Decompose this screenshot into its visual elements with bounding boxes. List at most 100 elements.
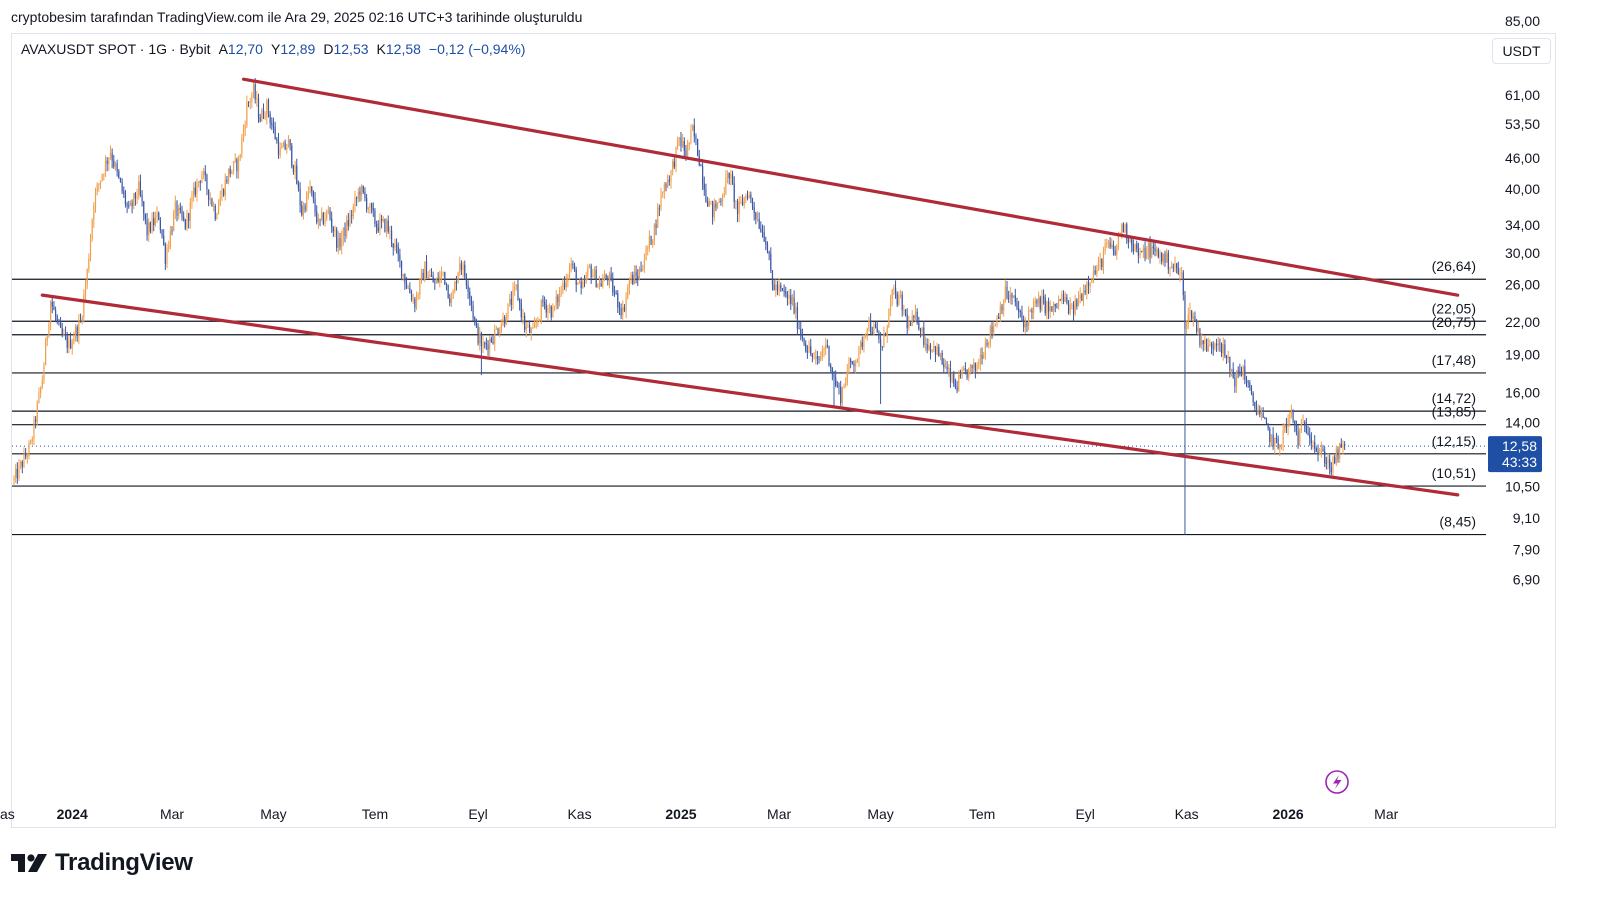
tradingview-logo[interactable]: TradingView (11, 849, 193, 877)
candle (1304, 420, 1306, 433)
candle-body (627, 287, 629, 298)
candle-body (913, 316, 915, 318)
candle-body (969, 364, 971, 368)
candle-body (26, 456, 28, 457)
candle (539, 318, 541, 322)
candle (886, 324, 888, 344)
channel-lower-line[interactable] (40, 293, 1460, 497)
candle (479, 327, 481, 351)
candle-body (1245, 379, 1248, 383)
candle-body (296, 165, 298, 184)
candle-body (119, 177, 122, 182)
candle (251, 92, 253, 109)
candle-body (108, 157, 110, 164)
candle (1335, 445, 1337, 466)
candle-body (821, 350, 823, 357)
candle-body (718, 200, 720, 203)
candle-body (362, 185, 364, 192)
candle-body (535, 323, 537, 325)
candle-body (294, 165, 296, 173)
candle-body (949, 368, 952, 382)
candle-body (830, 365, 832, 369)
lightning-event-icon[interactable] (1325, 770, 1349, 794)
candle-body (1310, 437, 1312, 444)
candle-body (317, 218, 319, 223)
candle-body (1217, 343, 1219, 346)
candle (449, 293, 451, 307)
candle (1076, 298, 1078, 310)
candle-body (18, 464, 20, 479)
candle-body (1237, 370, 1239, 372)
candle (677, 136, 679, 151)
candle-body (174, 201, 176, 213)
candle-body (1092, 270, 1095, 280)
candle-body (277, 140, 280, 155)
candle-body (35, 419, 37, 422)
candle (690, 124, 692, 145)
candle-body (1159, 252, 1161, 258)
candle-body (976, 364, 978, 371)
candle-body (143, 201, 145, 214)
candle (675, 146, 677, 173)
candle-body (973, 362, 975, 369)
symbol-title[interactable]: AVAXUSDT SPOT · 1G · Bybit (21, 41, 211, 57)
candle-body (63, 333, 65, 335)
candle-body (366, 197, 368, 210)
candle (542, 295, 544, 307)
candle-body (1272, 434, 1274, 447)
candle-body (331, 218, 333, 228)
candle (1207, 337, 1209, 352)
candle (346, 215, 348, 239)
candle-body (929, 345, 932, 352)
candle (1018, 300, 1020, 319)
candle-body (389, 230, 391, 232)
candle-body (597, 283, 599, 288)
candle (327, 205, 329, 215)
candle-body (462, 264, 464, 270)
candle-body (321, 213, 323, 220)
candle-body (21, 461, 23, 468)
candle-body (334, 229, 336, 232)
candle (994, 323, 996, 327)
candle-body (530, 328, 532, 333)
candle (798, 321, 800, 330)
candle (1200, 333, 1203, 349)
candle (597, 283, 599, 289)
candle (475, 318, 477, 329)
candle-body (1312, 442, 1314, 444)
candle (766, 241, 769, 254)
candle (562, 278, 564, 295)
candle-body (1099, 259, 1101, 263)
candle-body (843, 385, 845, 388)
candle-body (297, 183, 300, 189)
candle (450, 292, 453, 307)
currency-button[interactable]: USDT (1492, 38, 1551, 64)
candle-body (45, 340, 47, 366)
candle-body (645, 247, 647, 261)
candle-body (695, 136, 697, 140)
channel-upper-line[interactable] (241, 77, 1460, 297)
candle (934, 345, 937, 363)
candle (18, 458, 20, 481)
candle-body (435, 278, 438, 284)
candle (236, 157, 238, 179)
candle (183, 211, 185, 222)
candle (731, 170, 734, 185)
candle (464, 260, 466, 279)
candle-body (410, 293, 413, 300)
candle (129, 200, 132, 206)
candle-body (1269, 428, 1271, 442)
candle-body (928, 345, 930, 350)
candle-body (1071, 304, 1073, 306)
candle-body (783, 290, 785, 292)
candle (21, 460, 23, 474)
candle-body (291, 145, 293, 166)
candle-body (537, 320, 539, 324)
candle-body (314, 198, 316, 212)
candle-body (1162, 253, 1164, 262)
candle-body (1242, 366, 1244, 376)
candle (179, 202, 181, 214)
candle (206, 173, 208, 196)
candle (219, 190, 221, 207)
